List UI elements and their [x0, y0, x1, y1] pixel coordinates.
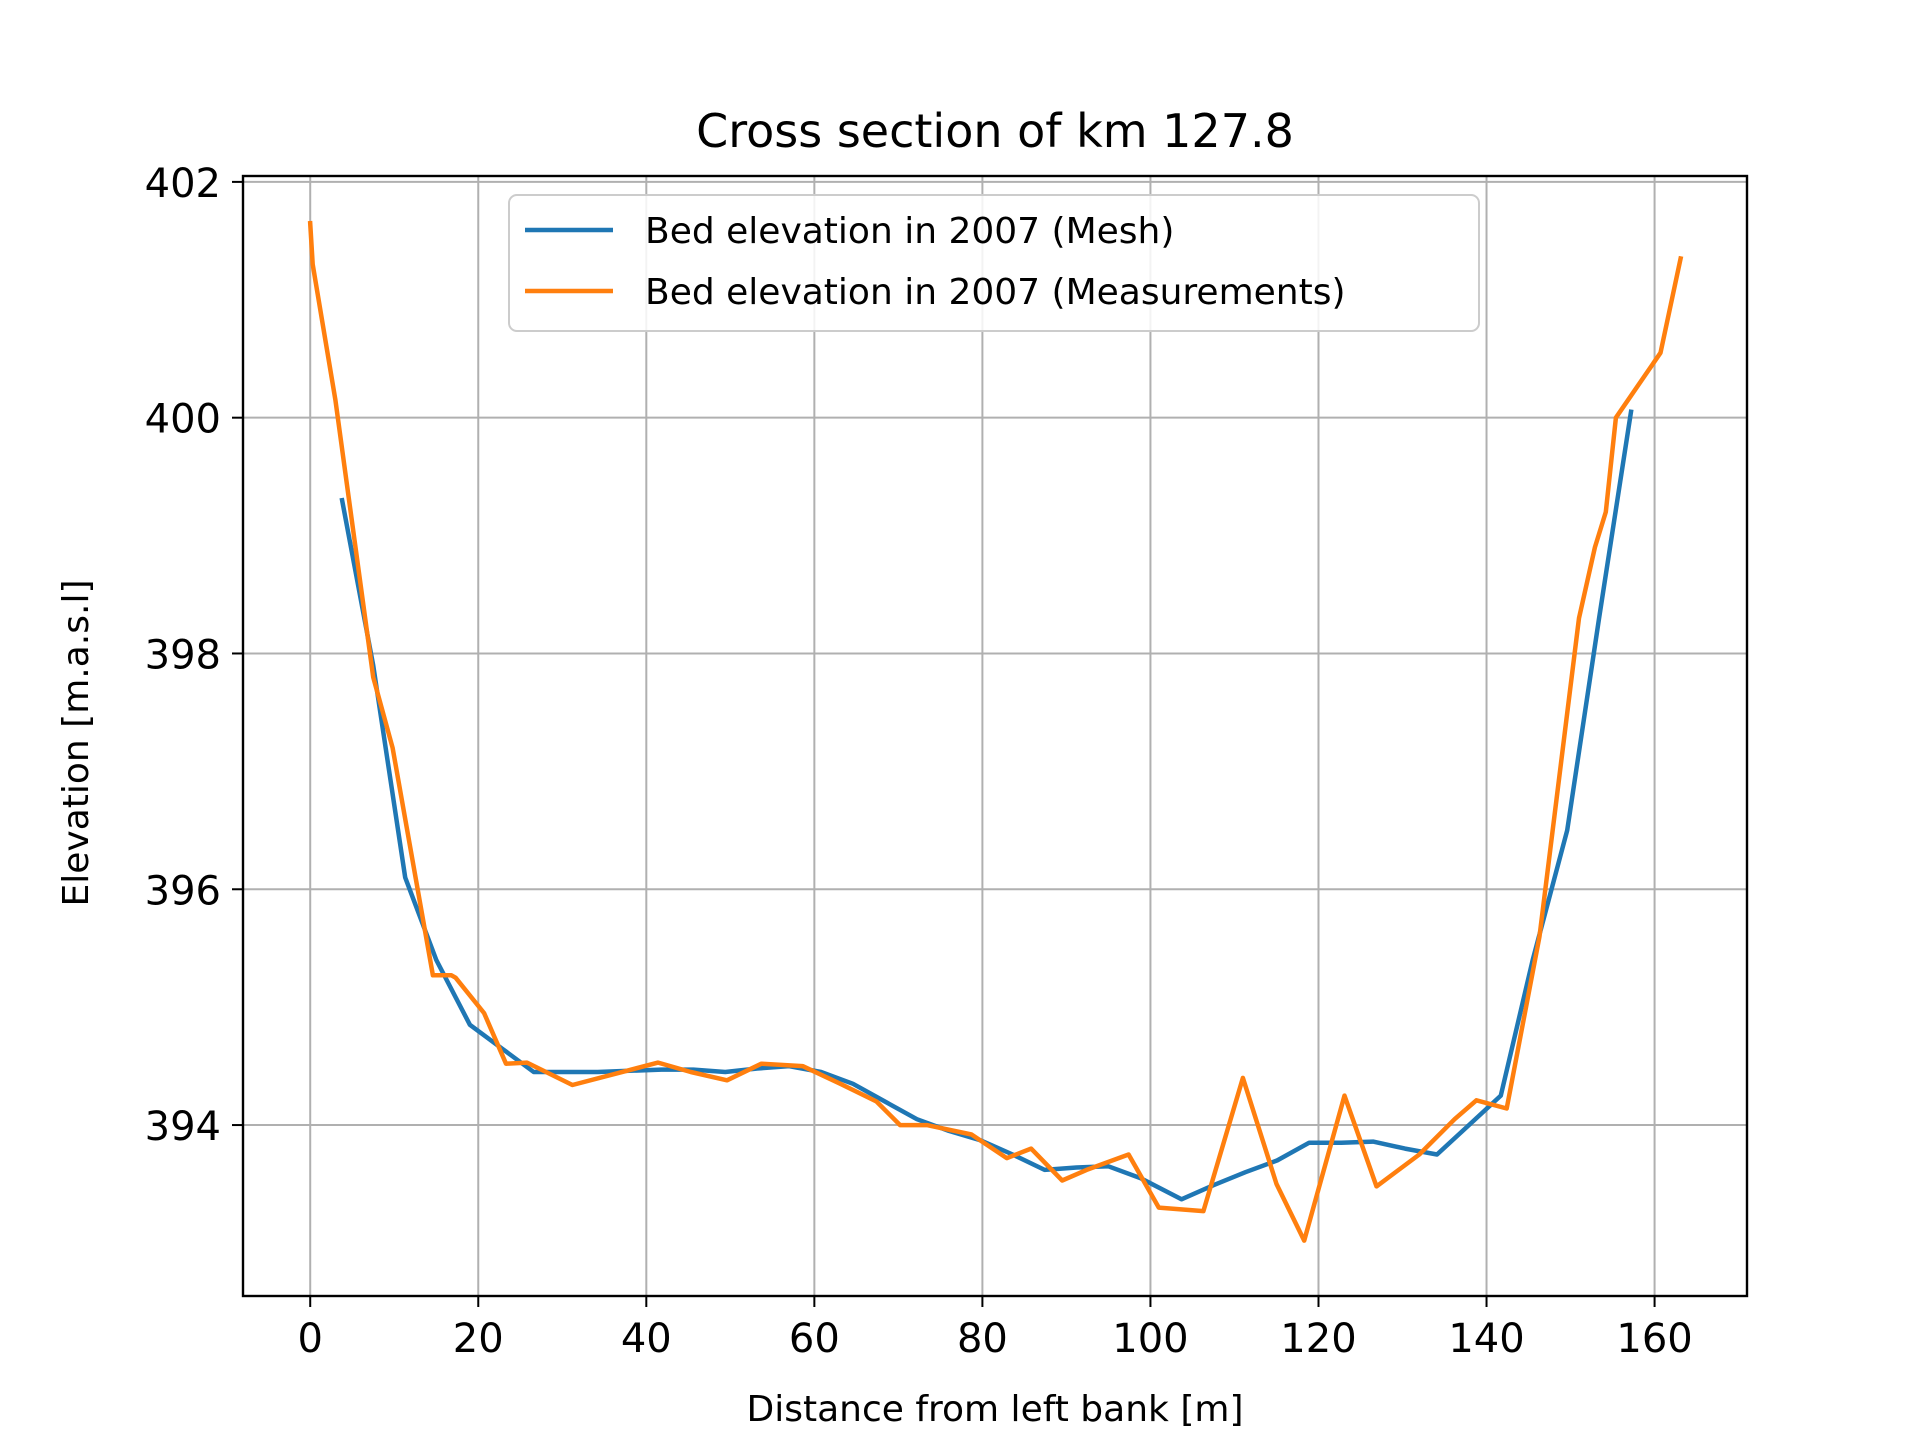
- plot-frame: [241, 174, 1749, 1298]
- axis-ticks: 0 20 40 60 80 100 120 140 160 394 396 398 400 402: [145, 161, 1693, 1362]
- x-tick-label: 20: [453, 1316, 504, 1362]
- y-tick-label: 394: [145, 1104, 221, 1150]
- x-tick-label: 80: [957, 1316, 1008, 1362]
- x-tick-label: 120: [1280, 1316, 1356, 1362]
- y-tick-label: 402: [145, 161, 221, 207]
- chart-title: Cross section of km 127.8: [696, 104, 1294, 158]
- legend-label-mesh: Bed elevation in 2007 (Mesh): [645, 211, 1174, 252]
- x-tick-label: 160: [1616, 1316, 1692, 1362]
- legend: Bed elevation in 2007 (Mesh) Bed elevati…: [508, 194, 1480, 332]
- y-tick-label: 396: [145, 868, 221, 914]
- x-tick-label: 60: [789, 1316, 840, 1362]
- y-tick-label: 398: [145, 632, 221, 678]
- y-tick-label: 400: [145, 397, 221, 443]
- x-tick-label: 140: [1448, 1316, 1524, 1362]
- legend-label-measurements: Bed elevation in 2007 (Measurements): [645, 272, 1346, 313]
- legend-box: [508, 194, 1480, 332]
- series-line-measurements: [307, 220, 1684, 1243]
- x-tick-label: 0: [297, 1316, 322, 1362]
- x-axis-label: Distance from left bank [m]: [746, 1389, 1243, 1430]
- x-tick-label: 40: [621, 1316, 672, 1362]
- series-lines: [307, 220, 1684, 1243]
- x-tick-label: 100: [1112, 1316, 1188, 1362]
- y-axis-label: Elevation [m.a.s.l]: [56, 580, 97, 907]
